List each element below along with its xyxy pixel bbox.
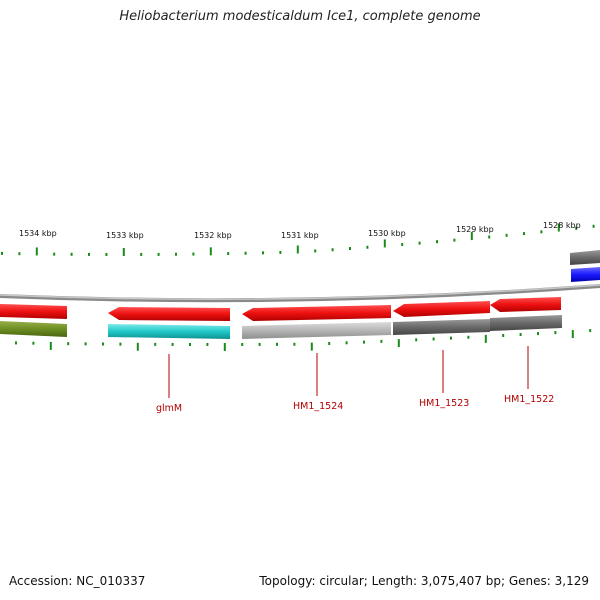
gene-label-hm1-1522[interactable]: HM1_1522	[504, 394, 554, 405]
feature-dark-gray-mid[interactable]	[393, 319, 490, 335]
feature-dark-gray-top-right[interactable]	[570, 250, 600, 265]
gene-label-glmm[interactable]: glmM	[156, 403, 182, 414]
reverse-strand-features	[0, 315, 562, 339]
scale-ticks	[1, 223, 595, 351]
scale-label-1528: 1528 kbp	[543, 221, 581, 230]
feature-light-gray[interactable]	[242, 322, 391, 339]
scale-label-1532: 1532 kbp	[194, 231, 232, 240]
feature-hm1-1524-red[interactable]	[242, 305, 391, 321]
scale-label-1533: 1533 kbp	[106, 231, 144, 240]
scale-label-1534: 1534 kbp	[19, 229, 57, 238]
topology-summary: Topology: circular; Length: 3,075,407 bp…	[259, 574, 589, 588]
feature-blue-top-right[interactable]	[571, 267, 600, 282]
scale-label-1531: 1531 kbp	[281, 231, 319, 240]
feature-olive-left-edge[interactable]	[0, 321, 67, 337]
feature-glmm-red[interactable]	[108, 307, 230, 321]
scale-label-1529: 1529 kbp	[456, 225, 494, 234]
gene-label-hm1-1524[interactable]: HM1_1524	[293, 401, 343, 412]
map-title: Heliobacterium modesticaldum Ice1, compl…	[119, 9, 481, 24]
scale-labels: 1534 kbp 1533 kbp 1532 kbp 1531 kbp 1530…	[19, 221, 581, 240]
feature-red-left-edge[interactable]	[0, 304, 67, 319]
feature-hm1-1522-red[interactable]	[490, 297, 561, 312]
gene-label-hm1-1523[interactable]: HM1_1523	[419, 398, 469, 409]
feature-hm1-1523-red[interactable]	[393, 301, 490, 317]
genome-backbone	[0, 284, 600, 303]
feature-cyan[interactable]	[108, 324, 230, 339]
accession-text: Accession: NC_010337	[9, 574, 146, 588]
scale-label-1530: 1530 kbp	[368, 229, 406, 238]
gene-labels: glmM HM1_1524 HM1_1523 HM1_1522	[156, 394, 554, 414]
forward-strand-features	[0, 250, 600, 321]
feature-dark-gray-right[interactable]	[490, 315, 562, 331]
gene-label-lines	[168, 346, 529, 398]
